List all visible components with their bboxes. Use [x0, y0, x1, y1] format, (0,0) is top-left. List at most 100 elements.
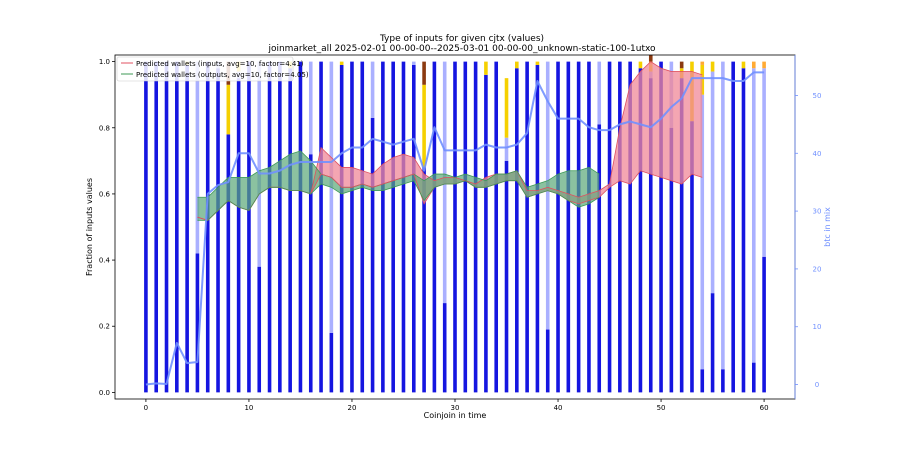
bar-fresh-32 — [473, 61, 478, 393]
y-tick-label-5: 1.0 — [99, 58, 110, 66]
plot-area — [144, 55, 766, 393]
bar-fresh-11 — [257, 266, 262, 393]
bar-fresh-8 — [226, 134, 231, 393]
bar-fresh-50 — [659, 61, 663, 393]
bar-fresh-20 — [350, 61, 354, 393]
bar-fresh-13 — [278, 61, 282, 393]
x-tick-label-5: 50 — [657, 404, 666, 412]
bar-fresh-40 — [556, 61, 560, 393]
bar-remixed-16 — [308, 61, 313, 155]
bar-fresh-19 — [339, 64, 344, 393]
y2-tick-label-1: 10 — [813, 323, 822, 331]
bar-fresh-34 — [494, 61, 499, 393]
bar-gold-33 — [484, 61, 488, 75]
bar-orange-59 — [751, 61, 756, 69]
bar-fresh-25 — [401, 61, 406, 393]
bars-layer — [144, 55, 766, 393]
bar-fresh-21 — [360, 61, 365, 393]
x-tick-label-4: 40 — [554, 404, 563, 412]
bar-remixed-59 — [751, 68, 756, 363]
bar-gold-8 — [226, 84, 231, 135]
bar-remixed-22 — [370, 61, 375, 118]
bar-fresh-6 — [205, 61, 210, 393]
x-tick-label-0: 0 — [144, 404, 148, 412]
bar-remixed-26 — [411, 61, 416, 65]
y2-axis-label: btc in mix — [823, 207, 832, 247]
x-axis-label: Coinjoin in time — [424, 411, 487, 420]
bar-fresh-46 — [618, 61, 622, 393]
y-tick-label-3: 0.6 — [99, 190, 111, 198]
bar-fresh-0 — [144, 61, 148, 393]
bar-fresh-9 — [236, 78, 241, 393]
bar-gold-36 — [515, 61, 519, 69]
bar-orange-60 — [762, 61, 766, 69]
bar-fresh-24 — [391, 61, 395, 393]
bar-fresh-16 — [308, 154, 313, 393]
btc-line-layer — [145, 71, 765, 386]
bar-fresh-31 — [463, 61, 468, 393]
y-tick-label-4: 0.8 — [99, 124, 110, 132]
bar-fresh-41 — [566, 61, 571, 393]
bar-fresh-27 — [422, 167, 426, 393]
bar-fresh-17 — [319, 61, 323, 393]
x-tick-label-3: 30 — [451, 404, 460, 412]
chart-title: Type of inputs for given cjtx (values) — [379, 34, 544, 44]
bar-fresh-26 — [411, 64, 416, 393]
bar-remixed-56 — [721, 61, 725, 370]
bar-fresh-18 — [329, 332, 334, 393]
x-axis: 0 10 20 30 40 50 60 — [144, 399, 769, 412]
bar-fresh-39 — [545, 329, 550, 393]
bar-fresh-15 — [298, 61, 303, 393]
bar-fresh-49 — [648, 78, 653, 393]
bar-gold-27 — [422, 84, 426, 168]
bar-fresh-52 — [679, 78, 684, 393]
bar-gold-58 — [741, 61, 746, 69]
bar-fresh-35 — [504, 160, 509, 393]
bar-brown-49 — [648, 55, 653, 62]
y2-tick-label-2: 20 — [813, 265, 822, 273]
bar-fresh-14 — [288, 68, 292, 393]
y2-tick-label-0: 0 — [815, 381, 819, 389]
bar-fresh-7 — [216, 68, 220, 393]
bar-brown-52 — [679, 61, 684, 69]
y-axis-right: 0 10 20 30 40 50 — [795, 92, 821, 389]
y2-tick-label-5: 50 — [813, 92, 822, 100]
bar-fresh-48 — [638, 68, 643, 393]
legend-label-outputs: Predicted wallets (outputs, avg=10, fact… — [136, 71, 309, 79]
bar-fresh-45 — [607, 61, 612, 393]
y-axis-left: 0.0 0.2 0.4 0.6 0.8 1.0 — [99, 58, 115, 397]
bar-remixed-35 — [504, 137, 509, 161]
bar-remixed-5 — [195, 61, 200, 254]
bar-gold-55 — [710, 61, 715, 72]
legend-box — [116, 56, 294, 82]
bar-fresh-30 — [453, 61, 457, 393]
bar-gold-19 — [339, 61, 344, 65]
x-tick-label-6: 60 — [760, 404, 769, 412]
bands-layer — [197, 61, 703, 221]
bar-fresh-4 — [185, 64, 189, 393]
y-tick-label-1: 0.2 — [99, 323, 110, 331]
bar-brown-27 — [422, 61, 426, 85]
chart-subtitle: joinmarket_all 2025-02-01 00-00-00--2025… — [267, 44, 656, 54]
bar-fresh-38 — [535, 64, 540, 393]
bar-fresh-57 — [731, 61, 735, 393]
bar-fresh-43 — [587, 61, 591, 393]
bar-fresh-3 — [175, 61, 179, 393]
bar-fresh-36 — [515, 68, 519, 393]
bar-orange-54 — [700, 61, 705, 65]
bar-fresh-10 — [247, 61, 251, 393]
outputs-band-lower-line — [197, 180, 600, 221]
bar-remixed-39 — [545, 61, 550, 330]
bar-fresh-37 — [525, 61, 529, 393]
legend: Predicted wallets (inputs, avg=10, facto… — [116, 56, 309, 82]
bar-fresh-47 — [628, 61, 632, 393]
bar-fresh-33 — [484, 74, 488, 393]
y-tick-label-0: 0.0 — [99, 389, 110, 397]
bar-fresh-1 — [154, 61, 159, 393]
bar-remixed-55 — [710, 71, 715, 294]
bar-fresh-51 — [669, 127, 674, 393]
bar-fresh-12 — [267, 61, 272, 393]
legend-label-inputs: Predicted wallets (inputs, avg=10, facto… — [136, 60, 304, 68]
bar-remixed-60 — [762, 68, 766, 257]
bar-fresh-29 — [442, 303, 447, 393]
